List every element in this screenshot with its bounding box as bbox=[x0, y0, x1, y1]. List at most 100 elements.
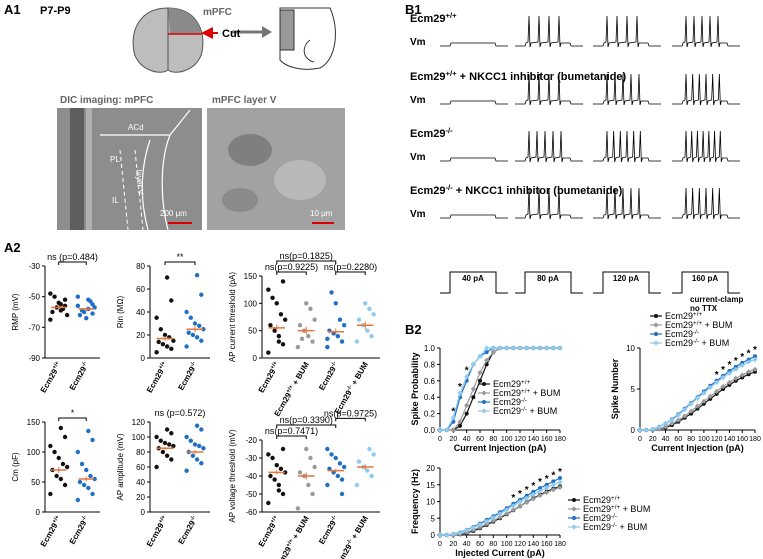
group-label: Ecm29-/- + BUM bbox=[333, 514, 370, 559]
data-point bbox=[354, 482, 360, 488]
data-point bbox=[167, 442, 172, 447]
data-point bbox=[688, 401, 694, 407]
data-point bbox=[339, 477, 345, 482]
data-point bbox=[282, 470, 288, 475]
group-label: Ecm29+/+ bbox=[257, 360, 282, 394]
vm-label: Vm bbox=[410, 209, 426, 220]
panel-label: B2 bbox=[405, 322, 422, 337]
series-line bbox=[440, 481, 561, 536]
data-point bbox=[77, 312, 83, 318]
data-point bbox=[437, 532, 443, 538]
data-point bbox=[278, 312, 284, 317]
significance-star: * bbox=[458, 382, 462, 393]
group-label: Ecm29-/- bbox=[176, 360, 199, 392]
vm-label: Vm bbox=[410, 95, 426, 106]
y-tick-label: 0.0 bbox=[424, 426, 436, 435]
data-point bbox=[550, 482, 556, 488]
data-point bbox=[550, 345, 556, 351]
data-point bbox=[537, 492, 543, 499]
cut-label: Cut bbox=[222, 28, 241, 40]
legend-label: Ecm29+/+ + BUM bbox=[493, 388, 560, 399]
significance-bracket bbox=[164, 261, 196, 265]
data-point bbox=[707, 384, 713, 390]
x-tick-label: 80 bbox=[687, 436, 695, 443]
data-point bbox=[333, 455, 338, 461]
data-point bbox=[450, 415, 456, 421]
data-point bbox=[280, 446, 286, 452]
layer-label: layer V bbox=[134, 169, 145, 195]
x-tick-label: 0 bbox=[438, 436, 442, 443]
data-point bbox=[524, 345, 530, 351]
data-point bbox=[356, 459, 362, 464]
protocol-note: current-clamp bbox=[690, 295, 743, 304]
step-label: 120 pA bbox=[613, 274, 639, 283]
data-point bbox=[333, 301, 338, 306]
data-point bbox=[726, 379, 733, 386]
data-point bbox=[464, 411, 469, 416]
data-point bbox=[675, 412, 681, 418]
voltage-trace bbox=[440, 42, 508, 47]
significance-star: * bbox=[525, 485, 529, 496]
data-point bbox=[363, 301, 368, 306]
x-tick-label: 160 bbox=[736, 436, 748, 443]
data-point bbox=[490, 517, 496, 524]
scale-label: 10 μm bbox=[310, 209, 333, 218]
x-axis-label: Injected Current (pA) bbox=[455, 548, 545, 558]
data-point bbox=[58, 425, 64, 431]
data-point bbox=[304, 301, 309, 306]
data-point bbox=[158, 327, 163, 332]
significance-label: ns (p=0.572) bbox=[155, 408, 206, 418]
x-tick-label: 180 bbox=[749, 436, 761, 443]
data-point bbox=[54, 473, 59, 479]
legend-marker bbox=[654, 314, 658, 318]
data-point bbox=[201, 446, 206, 451]
data-point bbox=[557, 479, 563, 485]
group-label: Ecm29-/- bbox=[68, 514, 91, 546]
y-tick-label: -20 bbox=[245, 436, 257, 445]
data-point bbox=[517, 345, 523, 351]
data-point bbox=[50, 309, 55, 315]
significance-bracket bbox=[58, 261, 87, 265]
data-point bbox=[197, 443, 202, 449]
significance-bracket bbox=[335, 417, 366, 422]
y-axis-label: Frequency (Hz) bbox=[410, 469, 420, 534]
data-point bbox=[701, 390, 707, 396]
data-point bbox=[160, 342, 166, 347]
data-point bbox=[86, 485, 91, 491]
data-point bbox=[171, 338, 176, 343]
data-point bbox=[490, 349, 496, 355]
data-point bbox=[557, 345, 563, 351]
significance-label: ns(p=0.7471) bbox=[265, 426, 318, 436]
data-point bbox=[276, 482, 282, 488]
data-point bbox=[92, 476, 97, 482]
data-point bbox=[194, 273, 200, 278]
data-point bbox=[746, 359, 752, 365]
data-point bbox=[458, 423, 462, 428]
data-point bbox=[52, 449, 57, 455]
current-step bbox=[672, 271, 740, 294]
data-point bbox=[81, 482, 87, 488]
data-point bbox=[186, 330, 191, 335]
y-axis-label: Rin (MΩ) bbox=[116, 296, 125, 329]
voltage-trace bbox=[515, 73, 583, 106]
legend-label: Ecm29+/+ + BUM bbox=[583, 504, 650, 515]
voltage-trace bbox=[515, 15, 583, 48]
legend-marker bbox=[482, 382, 486, 386]
brain-schematic bbox=[132, 7, 336, 73]
y-tick-label: 10 bbox=[426, 498, 435, 507]
x-tick-label: 140 bbox=[527, 541, 539, 548]
data-point bbox=[551, 479, 556, 484]
data-point bbox=[299, 336, 305, 342]
data-point bbox=[504, 345, 510, 351]
data-point bbox=[276, 333, 282, 339]
data-point bbox=[650, 426, 656, 432]
legend-label: Ecm29-/- bbox=[665, 329, 699, 340]
voltage-trace bbox=[672, 15, 740, 48]
data-point bbox=[154, 434, 159, 440]
data-point bbox=[720, 374, 726, 381]
data-point bbox=[276, 488, 282, 493]
data-point bbox=[739, 362, 745, 368]
data-point bbox=[746, 369, 752, 375]
data-point bbox=[310, 491, 315, 497]
data-point bbox=[484, 521, 490, 527]
